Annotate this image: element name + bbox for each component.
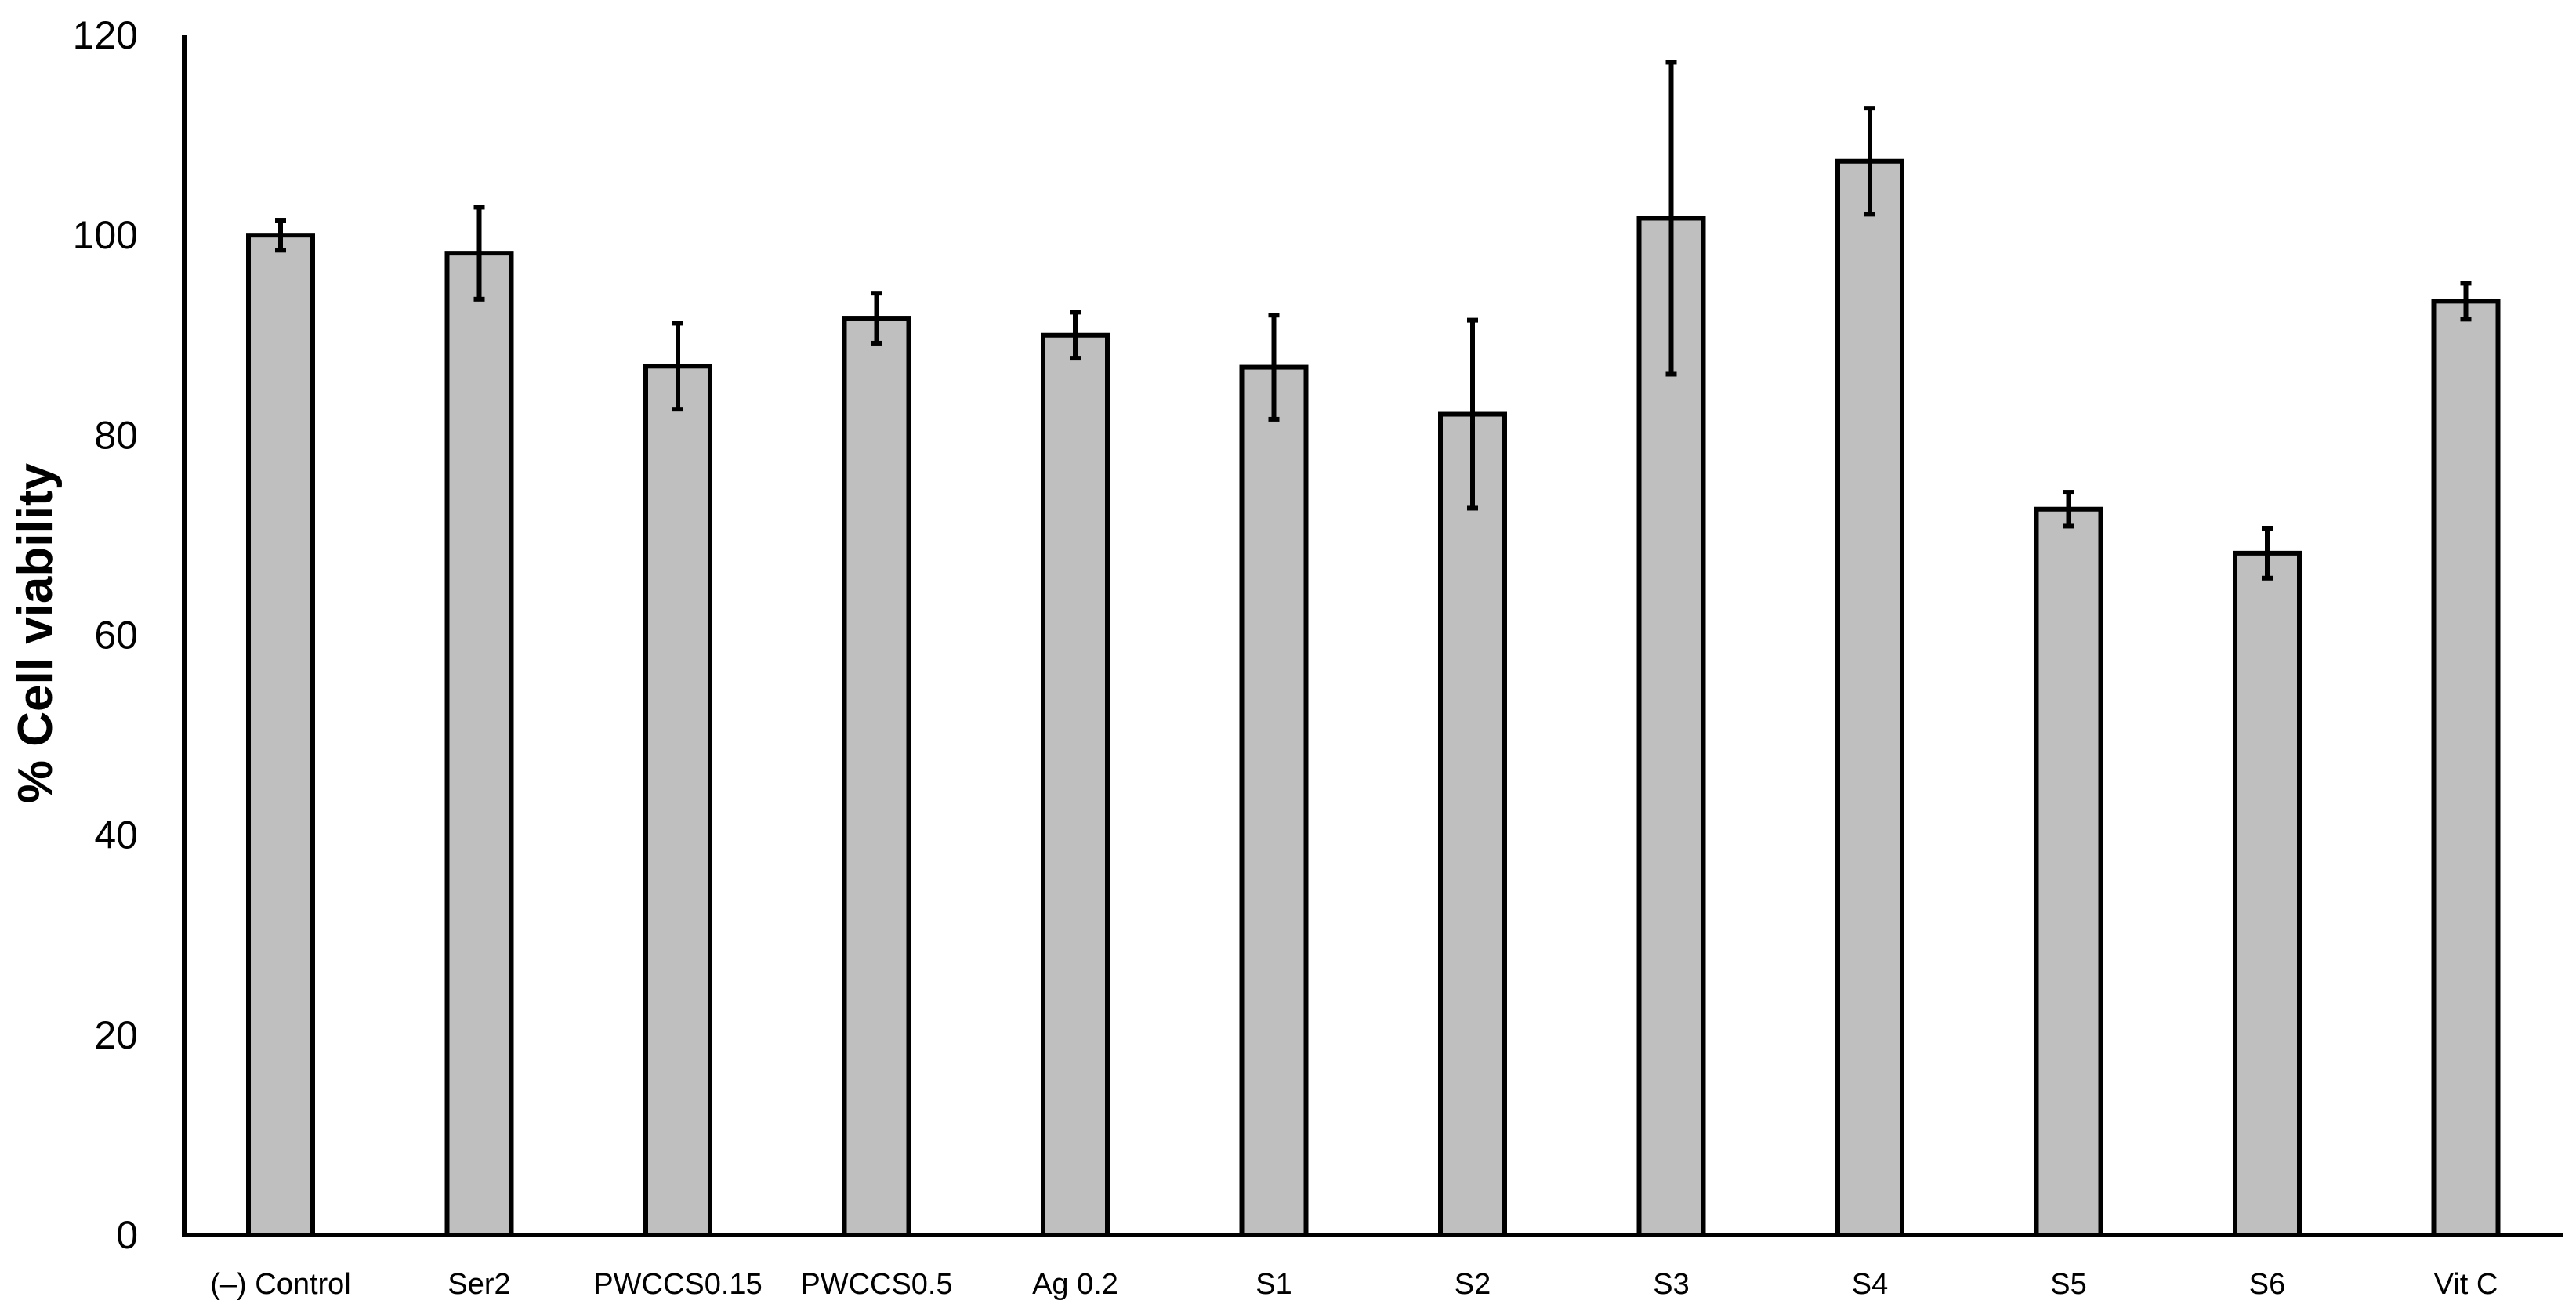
y-axis-title-group: % Cell viability: [9, 462, 63, 803]
x-axis-labels: (–) Control Ser2 PWCCS0.15 PWCCS0.5 Ag 0.2 S1…: [210, 1268, 2498, 1301]
bar: [2034, 506, 2103, 1237]
error-bar: [2460, 281, 2472, 322]
y-tick-label: 20: [94, 1013, 138, 1057]
x-category-label: S6: [2249, 1268, 2285, 1301]
y-tick-label: 40: [94, 813, 138, 857]
error-bar: [2063, 490, 2074, 529]
x-category-label: S5: [2050, 1268, 2086, 1301]
x-category-label: Ser2: [447, 1268, 510, 1301]
error-bar: [473, 205, 485, 302]
y-tick-label: 60: [94, 614, 138, 658]
bars: [246, 158, 2501, 1238]
bar: [2431, 299, 2501, 1237]
error-bars: [275, 60, 2472, 581]
x-category-label: Vit C: [2434, 1268, 2498, 1301]
error-bar: [1864, 106, 1875, 217]
bar: [246, 233, 315, 1238]
x-category-label: S1: [1255, 1268, 1292, 1301]
bar: [1835, 158, 1904, 1237]
bar: [2233, 550, 2302, 1237]
x-category-label: S3: [1653, 1268, 1689, 1301]
bar: [643, 364, 712, 1238]
error-bar: [871, 291, 882, 346]
error-bar: [1665, 60, 1677, 377]
x-category-label: Ag 0.2: [1032, 1268, 1118, 1301]
bar: [444, 251, 514, 1237]
y-tick-label: 120: [73, 13, 138, 57]
bar: [1438, 411, 1507, 1237]
error-bar: [1467, 317, 1478, 511]
error-bar: [672, 321, 683, 412]
y-axis-title: % Cell viability: [9, 462, 63, 803]
y-tick-label: 80: [94, 413, 138, 457]
error-bar: [275, 218, 286, 253]
bar: [1239, 364, 1309, 1237]
x-category-label: PWCCS0.5: [800, 1268, 952, 1301]
x-category-label: PWCCS0.15: [593, 1268, 762, 1301]
y-tick-label: 0: [116, 1213, 138, 1257]
bar: [842, 316, 911, 1238]
y-axis-ticks: 0 20 40 60 80 100 120: [73, 13, 138, 1257]
y-tick-label: 100: [73, 213, 138, 257]
x-category-label: S2: [1455, 1268, 1491, 1301]
error-bar: [1268, 313, 1280, 422]
axes: [182, 35, 2563, 1237]
error-bar: [1070, 310, 1081, 361]
x-category-label: S4: [1852, 1268, 1888, 1301]
bar: [1041, 332, 1110, 1237]
error-bar: [2262, 525, 2273, 581]
x-category-label: (–) Control: [210, 1268, 351, 1301]
